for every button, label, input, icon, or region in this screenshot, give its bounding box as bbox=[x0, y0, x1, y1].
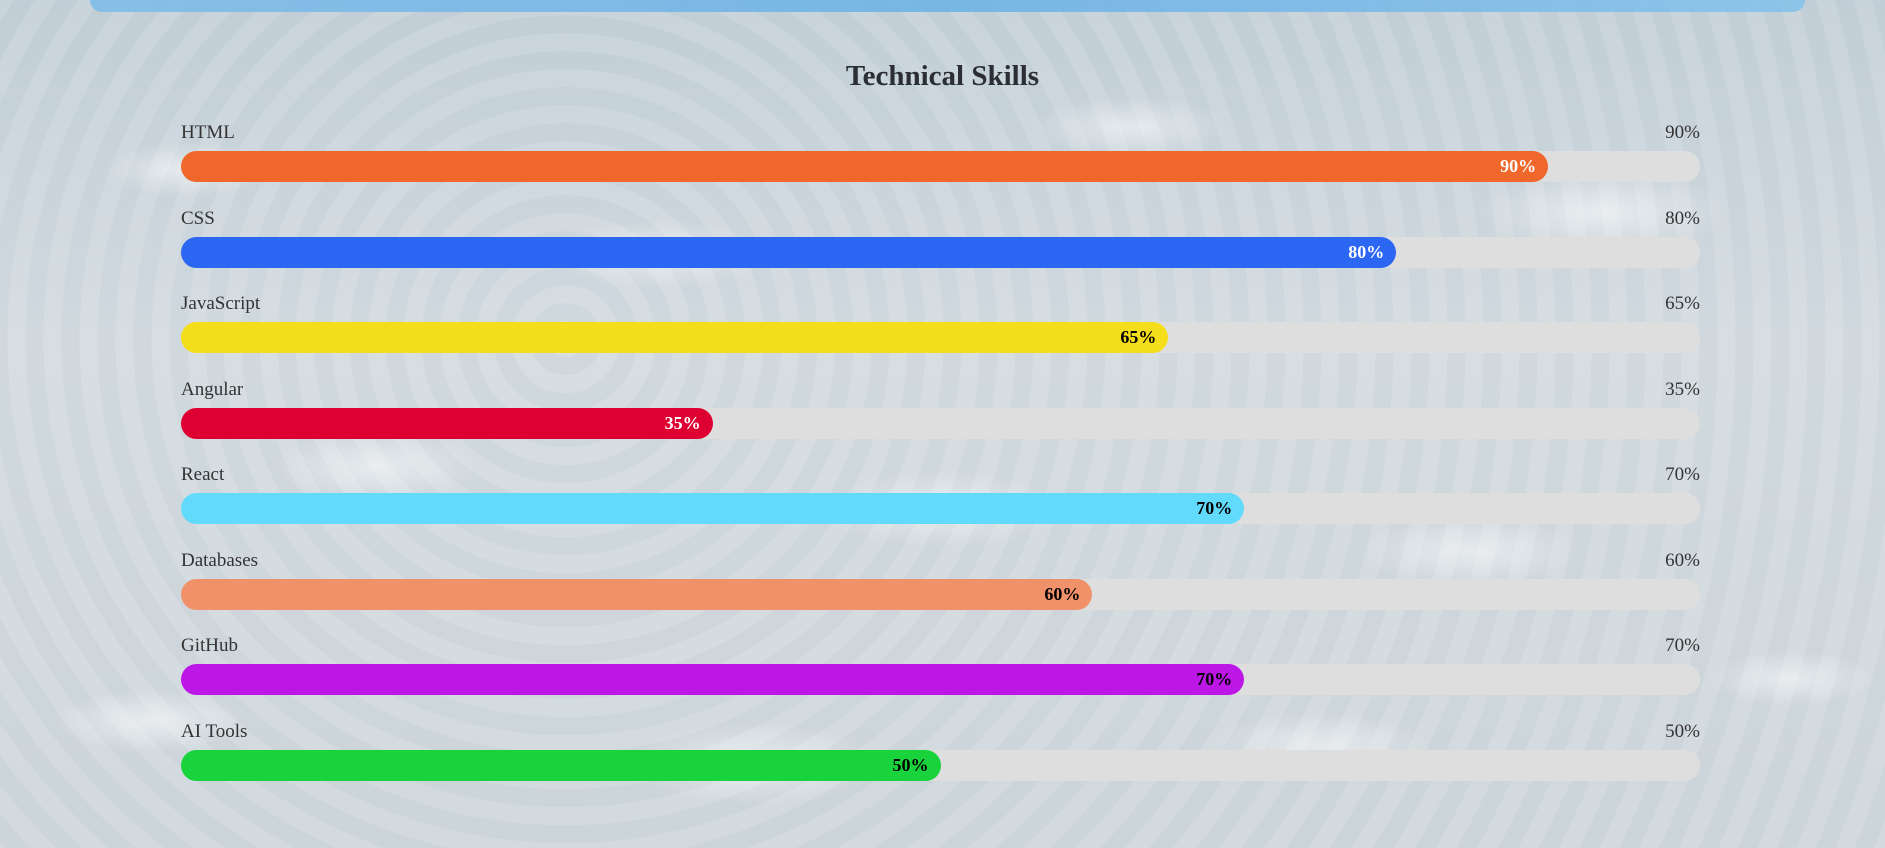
progress-fill: 65% bbox=[181, 322, 1169, 353]
progress-fill: 70% bbox=[181, 493, 1245, 524]
progress-track: 90% bbox=[181, 151, 1700, 182]
progress-fill-label: 70% bbox=[1196, 498, 1233, 518]
skill-item-angular: Angular 35% 35% bbox=[181, 379, 1700, 465]
progress-fill: 60% bbox=[181, 578, 1093, 610]
progress-fill: 50% bbox=[181, 749, 941, 781]
skill-percent: 65% bbox=[1665, 293, 1700, 314]
skill-name: Angular bbox=[181, 378, 244, 400]
progress-fill: 90% bbox=[181, 151, 1549, 182]
skill-name: CSS bbox=[181, 207, 215, 229]
skill-percent: 60% bbox=[1665, 549, 1700, 571]
progress-track: 80% bbox=[181, 236, 1700, 268]
progress-track: 50% bbox=[181, 749, 1700, 781]
skill-name: AI Tools bbox=[181, 720, 248, 742]
skill-item-react: React 70% 70% bbox=[181, 464, 1700, 550]
skill-item-javascript: JavaScript 65% 65% bbox=[181, 293, 1700, 379]
skill-percent: 50% bbox=[1665, 720, 1700, 742]
skill-name: Databases bbox=[181, 549, 259, 571]
progress-track: 70% bbox=[181, 493, 1700, 524]
progress-fill-label: 60% bbox=[1044, 583, 1081, 604]
skill-item-css: CSS 80% 80% bbox=[181, 208, 1700, 294]
skill-percent: 35% bbox=[1665, 378, 1700, 400]
skill-percent: 80% bbox=[1665, 207, 1700, 229]
skills-list: HTML 90% 90% CSS 80% 80% JavaScript 65% … bbox=[181, 122, 1700, 806]
skill-item-ai-tools: AI Tools 50% 50% bbox=[181, 721, 1700, 807]
progress-fill-label: 50% bbox=[892, 754, 929, 775]
skill-name: HTML bbox=[181, 122, 235, 143]
progress-track: 65% bbox=[181, 322, 1700, 353]
skill-item-html: HTML 90% 90% bbox=[181, 122, 1700, 208]
progress-track: 70% bbox=[181, 664, 1700, 695]
skill-name: React bbox=[181, 464, 225, 485]
progress-fill: 70% bbox=[181, 664, 1245, 695]
progress-fill-label: 70% bbox=[1196, 669, 1233, 689]
progress-fill: 80% bbox=[181, 236, 1397, 268]
skill-name: JavaScript bbox=[181, 293, 261, 314]
sky-background-strip bbox=[90, 0, 1805, 12]
progress-track: 35% bbox=[181, 407, 1700, 439]
skill-name: GitHub bbox=[181, 635, 238, 656]
progress-fill-label: 65% bbox=[1120, 327, 1157, 347]
skill-item-github: GitHub 70% 70% bbox=[181, 635, 1700, 721]
progress-fill-label: 80% bbox=[1348, 241, 1385, 262]
progress-track: 60% bbox=[181, 578, 1700, 610]
progress-fill-label: 90% bbox=[1500, 156, 1537, 176]
progress-fill: 35% bbox=[181, 407, 713, 439]
skill-percent: 70% bbox=[1665, 635, 1700, 656]
skill-percent: 90% bbox=[1665, 122, 1700, 143]
page-title: Technical Skills bbox=[845, 60, 1040, 92]
skill-percent: 70% bbox=[1665, 464, 1700, 485]
skill-item-databases: Databases 60% 60% bbox=[181, 550, 1700, 636]
progress-fill-label: 35% bbox=[664, 412, 701, 433]
